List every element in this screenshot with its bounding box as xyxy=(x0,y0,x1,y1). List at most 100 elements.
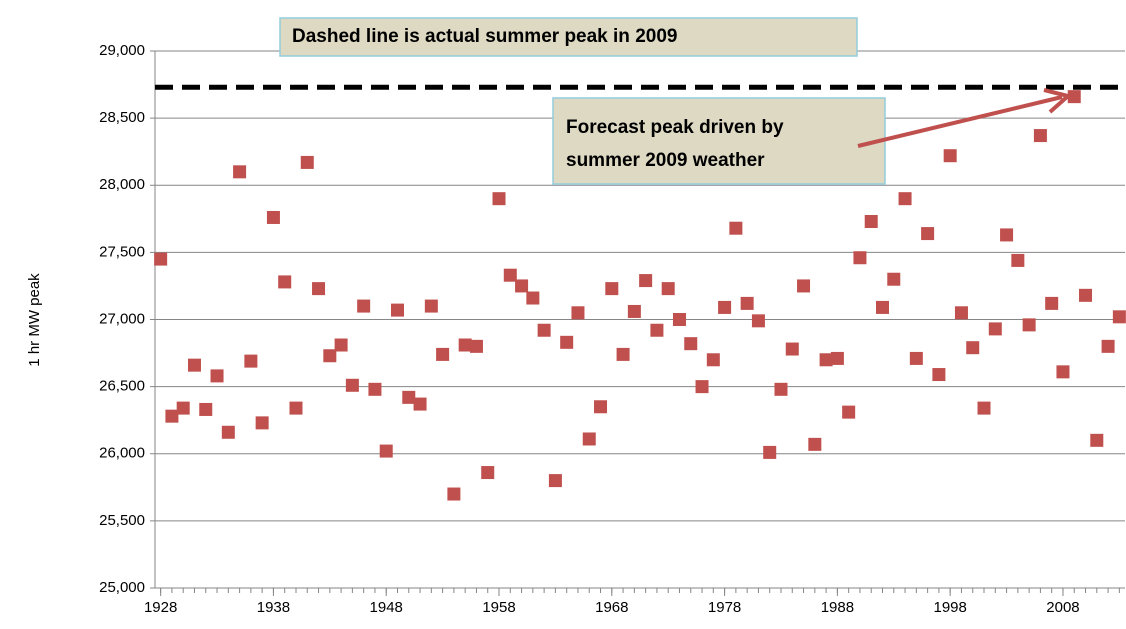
point xyxy=(594,400,608,414)
x-tick-label: 1978 xyxy=(708,599,741,616)
annotations: Dashed line is actual summer peak in 200… xyxy=(279,17,1073,185)
point xyxy=(943,149,957,163)
point xyxy=(966,341,980,355)
point xyxy=(1101,339,1115,353)
point xyxy=(436,347,450,361)
point xyxy=(898,192,912,206)
point xyxy=(785,342,799,356)
point xyxy=(1090,433,1104,447)
point xyxy=(469,339,483,353)
point xyxy=(176,401,190,415)
point xyxy=(819,353,833,367)
point xyxy=(616,347,630,361)
point xyxy=(312,282,326,296)
y-axis-label: 1 hr MW peak xyxy=(26,273,43,367)
annotation: Forecast peak driven by xyxy=(566,117,784,138)
point xyxy=(661,282,675,296)
point xyxy=(627,304,641,318)
point xyxy=(830,351,844,365)
annotation: Dashed line is actual summer peak in 200… xyxy=(292,26,677,47)
point xyxy=(323,349,337,363)
point xyxy=(391,303,404,317)
x-tick-label: 2008 xyxy=(1046,599,1079,616)
point xyxy=(864,214,878,228)
point xyxy=(278,275,292,289)
x-tick-label: 1988 xyxy=(821,599,854,616)
point xyxy=(797,279,811,293)
point xyxy=(582,432,596,446)
y-tick-label: 25,000 xyxy=(99,579,145,596)
point xyxy=(988,322,1002,336)
point xyxy=(729,221,743,235)
x-tick-label: 1968 xyxy=(595,599,628,616)
point xyxy=(751,314,765,328)
y-tick-label: 27,500 xyxy=(99,243,145,260)
point xyxy=(639,274,653,288)
point xyxy=(199,402,213,416)
point xyxy=(244,354,258,368)
point xyxy=(1112,310,1126,324)
point xyxy=(165,409,179,423)
point xyxy=(1022,318,1036,332)
point xyxy=(605,282,619,296)
point xyxy=(1045,296,1059,310)
annotation: summer 2009 weather xyxy=(566,150,765,171)
x-tick-label: 1928 xyxy=(144,599,177,616)
point xyxy=(921,227,935,241)
point xyxy=(233,165,247,179)
plot-area: 25,000 25,500 26,000 26,500 27,000 27,500 28,0… xyxy=(99,42,1126,616)
point xyxy=(503,268,517,282)
point xyxy=(977,401,991,415)
point xyxy=(1000,228,1014,242)
point xyxy=(255,416,269,430)
y-tick-label: 28,000 xyxy=(99,176,145,193)
point xyxy=(481,466,495,480)
point xyxy=(718,300,732,314)
point xyxy=(763,445,777,459)
point xyxy=(187,358,201,372)
point xyxy=(842,405,856,419)
point xyxy=(515,279,529,293)
annotation-box xyxy=(552,97,886,185)
x-tick-label: 1938 xyxy=(257,599,290,616)
y-tick-label: 29,000 xyxy=(99,42,145,59)
point xyxy=(424,299,438,313)
y-tick-label: 25,500 xyxy=(99,512,145,529)
point xyxy=(379,444,393,458)
point xyxy=(650,323,664,337)
point xyxy=(1033,129,1047,143)
point xyxy=(909,351,923,365)
point xyxy=(413,397,427,411)
point xyxy=(334,338,348,352)
point xyxy=(402,390,416,404)
point xyxy=(492,192,506,206)
point xyxy=(266,210,280,224)
x-tick-label: 1948 xyxy=(370,599,403,616)
point xyxy=(571,306,585,320)
arrow-head xyxy=(1043,88,1073,114)
point xyxy=(560,335,574,349)
point xyxy=(154,252,168,266)
point xyxy=(447,487,461,501)
point xyxy=(853,251,867,265)
annotation-arrow xyxy=(857,95,1063,148)
point xyxy=(932,368,946,382)
point xyxy=(537,323,551,337)
point xyxy=(887,272,901,286)
point xyxy=(210,369,224,383)
point xyxy=(1056,365,1070,379)
point xyxy=(808,437,822,451)
point xyxy=(672,313,686,326)
point xyxy=(954,306,968,320)
point xyxy=(740,296,754,310)
point xyxy=(1079,288,1093,302)
point xyxy=(345,378,359,392)
point xyxy=(357,299,371,313)
point xyxy=(695,380,709,394)
point xyxy=(526,291,540,305)
point xyxy=(458,338,472,352)
y-tick-label: 26,500 xyxy=(99,378,145,395)
point xyxy=(774,382,788,396)
point xyxy=(706,353,720,367)
